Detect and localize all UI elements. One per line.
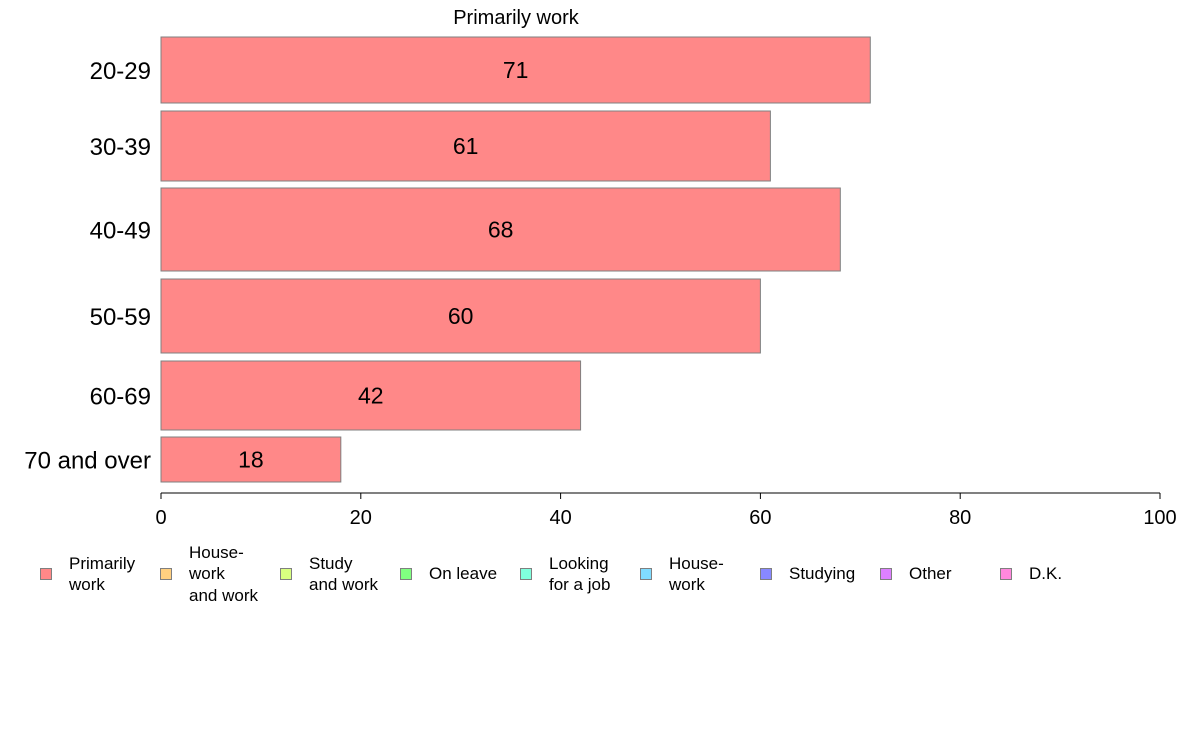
category-label: 40-49 [90,218,151,245]
bar-value-label: 68 [488,217,514,243]
chart-title: Primarily work [453,7,580,29]
x-tick-label: 100 [1143,507,1176,529]
bar-70-and-over [160,436,342,483]
bar-value-label: 60 [448,303,474,329]
legend-swatch [640,568,652,580]
bar-value-label: 18 [238,447,264,473]
legend-label: Other [909,564,952,584]
bar-40-49 [160,187,841,272]
legend-label: D.K. [1029,564,1063,584]
legend-label: Study and work [309,553,378,595]
legend-label: Studying [789,564,856,584]
category-label: 20-29 [90,58,151,85]
legend-label: House- work [669,553,724,595]
bar-60-69 [160,360,582,431]
legend-swatch [400,568,412,580]
bar-value-label: 42 [358,383,384,409]
bar-value-label: 71 [503,57,529,83]
legend-label: House- work and work [189,542,258,605]
legend-swatch [760,568,772,580]
x-tick-label: 20 [350,507,372,529]
category-label: 30-39 [90,134,151,161]
bars-layer: 71 20-29 61 30-39 68 40-49 60 50-59 42 60-69 18 70 … [24,36,871,483]
category-label: 60-69 [90,384,151,411]
x-tick-label: 80 [949,507,971,529]
x-tick-label: 60 [749,507,771,529]
bar-20-29 [160,36,871,104]
legend-swatch [520,568,532,580]
legend-swatch [40,568,52,580]
x-tick-label: 0 [155,507,166,529]
bar-value-label: 61 [453,133,479,159]
legend-label: Looking for a job [549,553,611,595]
legend-swatch [880,568,892,580]
bar-50-59 [160,278,761,354]
legend-swatch [160,568,172,580]
category-label: 50-59 [90,304,151,331]
legend-label: On leave [429,564,498,584]
legend-swatch [280,568,292,580]
x-axis: 0 20 40 60 80 100 [155,492,1177,529]
legend-label: Primarily work [69,553,136,595]
x-tick-label: 40 [549,507,571,529]
category-label: 70 and over [24,448,151,475]
bar-30-39 [160,110,771,182]
legend-swatch [1000,568,1012,580]
